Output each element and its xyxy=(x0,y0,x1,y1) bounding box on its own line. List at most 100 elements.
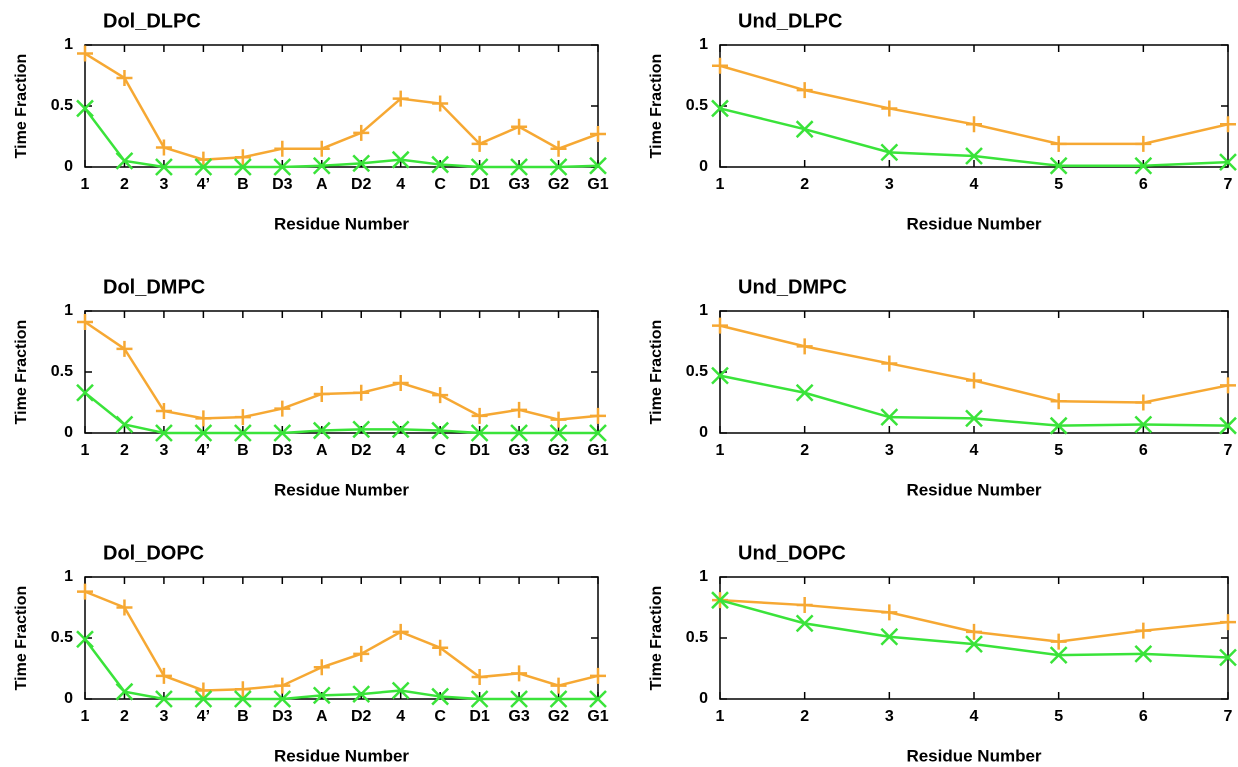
point-marker xyxy=(273,690,292,708)
x-tick-label: 5 xyxy=(1054,176,1063,193)
point-marker xyxy=(589,424,607,442)
point-marker xyxy=(1135,394,1152,411)
point-marker xyxy=(195,682,212,699)
point-marker xyxy=(312,156,331,175)
x-tick-label: 5 xyxy=(1054,442,1063,459)
point-marker xyxy=(1050,135,1067,152)
point-marker xyxy=(155,424,173,442)
point-marker xyxy=(274,400,291,417)
point-marker xyxy=(77,583,93,600)
point-marker xyxy=(796,82,813,99)
point-marker xyxy=(550,140,567,157)
point-marker xyxy=(471,135,488,152)
x-axis-label: Residue Number xyxy=(906,480,1041,499)
point-marker xyxy=(1049,646,1068,664)
point-marker xyxy=(76,99,94,118)
y-tick-label: 0.5 xyxy=(51,363,73,380)
x-tick-label: 1 xyxy=(716,176,725,193)
point-marker xyxy=(392,90,409,107)
point-marker xyxy=(1134,415,1153,434)
point-marker xyxy=(589,690,607,708)
point-marker xyxy=(1219,153,1237,172)
point-marker xyxy=(880,143,899,162)
x-tick-label: G2 xyxy=(548,442,569,459)
point-marker xyxy=(116,69,133,86)
x-tick-label: B xyxy=(237,442,249,459)
point-marker xyxy=(313,385,330,402)
point-marker xyxy=(115,152,134,170)
point-marker xyxy=(195,410,212,427)
point-marker xyxy=(431,155,450,174)
series-line xyxy=(84,391,598,435)
point-marker xyxy=(510,690,528,708)
point-marker xyxy=(1219,648,1237,667)
point-marker xyxy=(549,690,568,708)
x-tick-label: D3 xyxy=(272,708,293,725)
x-axis-label: Residue Number xyxy=(274,480,409,499)
y-tick-label: 0 xyxy=(64,158,73,175)
point-marker xyxy=(391,681,410,700)
point-marker xyxy=(1220,614,1236,631)
point-marker xyxy=(1134,644,1153,663)
x-axis-label: Residue Number xyxy=(906,746,1041,765)
x-tick-label: 4 xyxy=(396,708,405,725)
point-marker xyxy=(712,57,728,74)
y-axis-label: Time Fraction xyxy=(648,586,665,691)
point-marker xyxy=(155,158,173,176)
y-tick-label: 0.5 xyxy=(51,629,73,646)
point-marker xyxy=(965,635,983,653)
x-axis-label: Residue Number xyxy=(274,746,409,765)
plot-frame xyxy=(84,576,599,700)
point-marker xyxy=(711,99,729,118)
x-tick-label: 5 xyxy=(1054,708,1063,725)
point-marker xyxy=(511,665,528,682)
point-marker xyxy=(711,366,729,385)
point-marker xyxy=(352,154,371,173)
y-tick-label: 0 xyxy=(64,690,73,707)
point-marker xyxy=(353,645,370,662)
plot-frame xyxy=(719,576,1229,700)
point-marker xyxy=(550,677,567,694)
x-tick-label: 4 xyxy=(970,176,979,193)
x-tick-label: 1 xyxy=(716,442,725,459)
point-marker xyxy=(392,374,409,391)
y-tick-label: 0.5 xyxy=(686,97,708,114)
x-tick-label: A xyxy=(316,442,328,459)
x-tick-label: 2 xyxy=(800,442,809,459)
point-marker xyxy=(155,667,172,684)
x-tick-label: D1 xyxy=(469,708,490,725)
x-tick-label: 6 xyxy=(1139,442,1148,459)
y-tick-label: 0 xyxy=(64,424,73,441)
chart-title: Und_DOPC xyxy=(738,542,846,564)
x-tick-label: 3 xyxy=(159,708,168,725)
x-tick-label: 6 xyxy=(1139,176,1148,193)
point-marker xyxy=(510,424,528,442)
series-line xyxy=(84,320,599,421)
point-marker xyxy=(1135,135,1152,152)
x-tick-label: G2 xyxy=(548,176,569,193)
point-marker xyxy=(273,424,292,442)
point-marker xyxy=(352,685,371,704)
y-tick-label: 1 xyxy=(64,302,73,319)
y-tick-label: 0.5 xyxy=(686,629,708,646)
point-marker xyxy=(431,421,450,440)
point-marker xyxy=(880,627,899,646)
y-tick-label: 0 xyxy=(699,690,708,707)
point-marker xyxy=(470,424,489,442)
point-marker xyxy=(549,158,568,176)
chart-title: Und_DLPC xyxy=(738,10,842,32)
x-tick-label: 3 xyxy=(885,708,894,725)
point-marker xyxy=(796,597,813,614)
point-marker xyxy=(431,687,450,706)
point-marker xyxy=(511,118,528,135)
point-marker xyxy=(234,409,251,426)
y-tick-label: 1 xyxy=(699,36,708,53)
x-tick-label: 1 xyxy=(81,442,90,459)
point-marker xyxy=(711,591,729,610)
y-tick-label: 0 xyxy=(699,424,708,441)
plot-frame xyxy=(719,44,1229,168)
x-tick-label: 7 xyxy=(1224,442,1233,459)
x-tick-label: B xyxy=(237,708,249,725)
y-tick-label: 1 xyxy=(64,36,73,53)
